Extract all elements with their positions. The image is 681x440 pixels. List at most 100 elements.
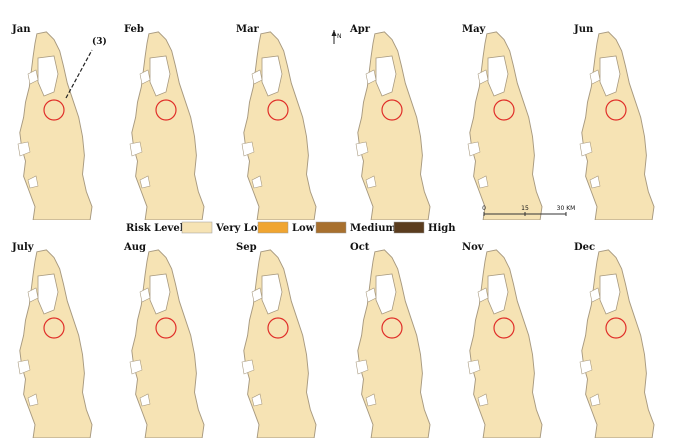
legend-swatch-medium (315, 221, 347, 234)
month-label: Aug (123, 242, 146, 253)
inlet-river (467, 141, 481, 157)
month-map: Jan (11, 24, 93, 220)
legend-item-low: Low (257, 221, 315, 234)
month-map: Jun (573, 24, 655, 220)
inlet-south (27, 175, 39, 189)
scale-tick-2: 30 KM (557, 205, 576, 212)
inlet-south (477, 393, 489, 407)
inlet-south (589, 393, 601, 407)
land-base (581, 249, 655, 438)
inlet-river (355, 359, 369, 375)
inlet-north (365, 287, 377, 303)
month-label: July (11, 242, 35, 253)
month-label: Jun (573, 24, 594, 35)
inlet-river (17, 141, 31, 157)
month-map: Apr (349, 24, 431, 220)
callout-label: (3) (92, 36, 107, 47)
map-area (579, 31, 655, 220)
highlight-circle (155, 317, 177, 339)
legend-label-medium: Medium (350, 223, 396, 234)
inlet-river (579, 141, 593, 157)
month-map: Nov (462, 242, 543, 438)
highlight-circle (381, 99, 403, 121)
inlet-north (477, 69, 489, 85)
land-base (131, 31, 205, 220)
north-arrow: N (331, 30, 342, 44)
land-base (131, 249, 205, 438)
legend-label-low: Low (292, 223, 315, 234)
inlet-river (241, 359, 255, 375)
month-label: Apr (349, 24, 371, 35)
month-label: Mar (236, 24, 260, 35)
map-area (467, 31, 543, 220)
inlet-north (27, 287, 39, 303)
inlet-south (589, 175, 601, 189)
highlight-circle (43, 99, 65, 121)
inlet-north (139, 69, 151, 85)
lake (261, 273, 283, 315)
map-area (467, 249, 543, 438)
lake (487, 273, 509, 315)
land-base (357, 249, 431, 438)
inlet-south (365, 393, 377, 407)
lake (37, 273, 59, 315)
month-map: May (462, 24, 543, 220)
inlet-north (251, 69, 263, 85)
highlight-circle (493, 317, 515, 339)
land-base (357, 31, 431, 220)
lake (487, 55, 509, 97)
legend-title: Risk Level: (126, 223, 187, 234)
month-label: Oct (350, 242, 370, 253)
highlight-circle (605, 317, 627, 339)
north-label: N (337, 33, 342, 40)
legend-swatch-low (257, 221, 289, 234)
north-arrow-icon (331, 30, 337, 44)
legend-swatch-high (393, 221, 425, 234)
scale-bar: 0 15 30 KM (482, 205, 575, 216)
lake (149, 273, 171, 315)
legend-item-medium: Medium (315, 221, 396, 234)
inlet-river (129, 141, 143, 157)
inlet-north (589, 69, 601, 85)
month-map: Sep (236, 242, 317, 438)
inlet-river (17, 359, 31, 375)
map-area (355, 31, 431, 220)
month-map: Mar (236, 24, 317, 220)
month-map: Aug (123, 242, 205, 438)
map-area (241, 249, 317, 438)
legend-item-high: High (393, 221, 456, 234)
month-label: Dec (574, 242, 595, 253)
month-map: Feb (124, 24, 205, 220)
lake (149, 55, 171, 97)
inlet-south (251, 393, 263, 407)
inlet-south (251, 175, 263, 189)
highlight-circle (267, 317, 289, 339)
month-label: Nov (462, 242, 485, 253)
land-base (469, 249, 543, 438)
inlet-north (477, 287, 489, 303)
map-area (129, 31, 205, 220)
inlet-south (139, 175, 151, 189)
highlight-circle (605, 99, 627, 121)
month-label: Feb (124, 24, 144, 35)
inlet-river (467, 359, 481, 375)
inlet-south (365, 175, 377, 189)
map-area (355, 249, 431, 438)
callout-3: (3) (65, 36, 107, 99)
land-base (243, 31, 317, 220)
risk-legend: Risk Level: Very Low Low Medium High (126, 221, 456, 234)
highlight-circle (493, 99, 515, 121)
month-map: Oct (350, 242, 431, 438)
land-base (243, 249, 317, 438)
map-area (241, 31, 317, 220)
map-area (17, 31, 93, 220)
month-label: Jan (11, 24, 31, 35)
highlight-circle (43, 317, 65, 339)
land-base (469, 31, 543, 220)
inlet-north (27, 69, 39, 85)
legend-label-high: High (428, 223, 456, 234)
land-base (581, 31, 655, 220)
land-base (19, 249, 93, 438)
inlet-north (589, 287, 601, 303)
